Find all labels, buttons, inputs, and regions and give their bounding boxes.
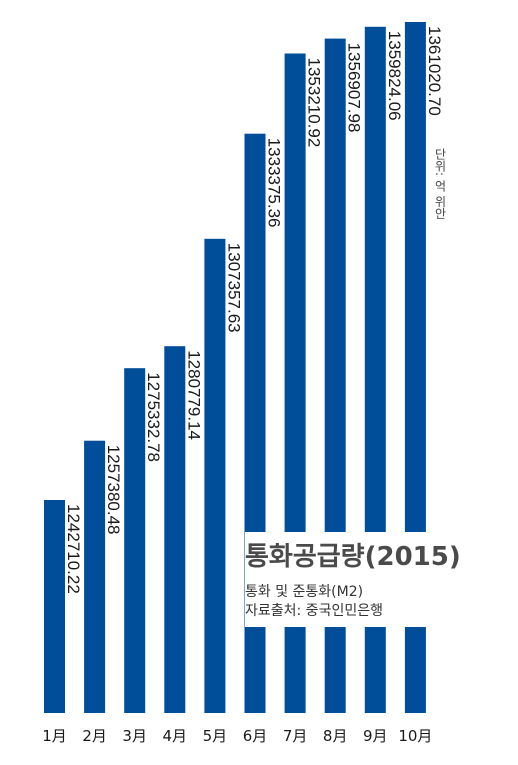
value-label-5: 1307357.63 (224, 243, 243, 333)
x-tick-label-1: 1月 (42, 727, 67, 745)
value-label-1: 1242710.22 (64, 504, 83, 594)
value-label-4: 1280779.14 (184, 350, 203, 440)
x-tick-label-6: 6月 (243, 727, 268, 745)
x-tick-label-7: 7月 (283, 727, 308, 745)
chart-title: 통화공급량(2015) (245, 542, 461, 572)
x-tick-label-10: 10月 (398, 727, 432, 745)
x-tick-label-3: 3月 (122, 727, 147, 745)
unit-label: 단위: 억 위안 (433, 148, 447, 220)
chart-subtitle-source: 자료출처: 중국인민은행 (245, 603, 383, 619)
value-label-6: 1333375.36 (265, 138, 284, 228)
x-tick-label-5: 5月 (203, 727, 228, 745)
x-tick-labels-group: 1月 2月 3月 4月 5月 6月 7月 8月 9月 10月 (42, 727, 432, 745)
x-tick-label-9: 9月 (363, 727, 388, 745)
value-label-7: 1353210.92 (305, 58, 324, 148)
value-label-9: 1359824.06 (385, 31, 404, 121)
chart-title-block: 통화공급량(2015) 통화 및 준통화(M2) 자료출처: 중국인민은행 (245, 532, 515, 627)
value-label-10: 1361020.70 (425, 26, 444, 116)
value-label-2: 1257380.48 (104, 445, 123, 535)
chart-subtitle-series: 통화 및 준통화(M2) (245, 584, 364, 600)
x-tick-label-2: 2月 (82, 727, 107, 745)
x-tick-label-8: 8月 (323, 727, 348, 745)
value-label-8: 1356907.98 (345, 43, 364, 133)
value-label-3: 1275332.78 (144, 372, 163, 462)
bar-3 (124, 368, 146, 713)
bar-5 (204, 238, 226, 714)
x-tick-label-4: 4月 (163, 727, 188, 745)
bar-4 (164, 346, 186, 713)
bar-2 (84, 440, 106, 713)
value-labels-group: 1242710.22 1257380.48 1275332.78 1280779.14… (64, 26, 444, 594)
bar-1 (44, 500, 65, 713)
